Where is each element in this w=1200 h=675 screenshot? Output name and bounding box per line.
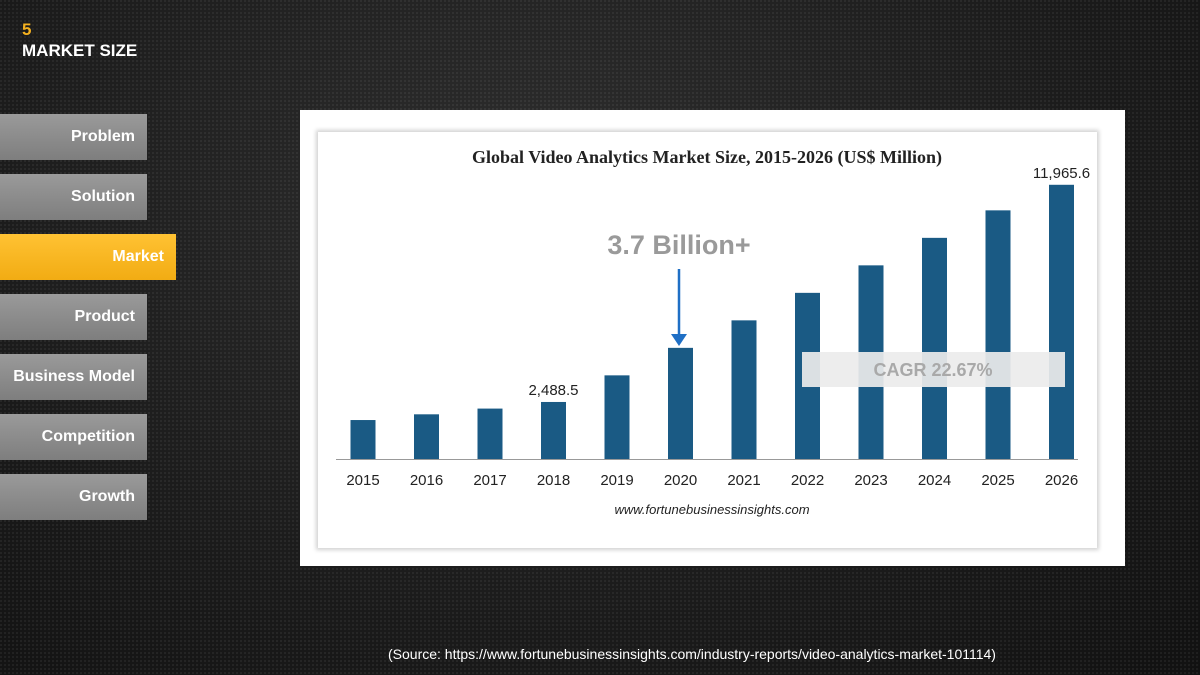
x-tick-2025: 2025 (981, 472, 1014, 489)
bar-2015 (350, 420, 376, 459)
callout-label: 3.7 Billion+ (607, 230, 750, 260)
chart-title: Global Video Analytics Market Size, 2015… (472, 147, 942, 168)
x-tick-2016: 2016 (410, 472, 443, 489)
bars-group (350, 184, 1074, 459)
nav-item-business-model[interactable]: Business Model (0, 354, 147, 400)
nav-item-product[interactable]: Product (0, 294, 147, 340)
bar-2016 (414, 414, 439, 459)
nav-item-problem[interactable]: Problem (0, 114, 147, 160)
nav-item-market[interactable]: Market (0, 234, 176, 280)
x-tick-2021: 2021 (727, 472, 760, 489)
slide-number: 5 (22, 20, 32, 39)
x-tick-2017: 2017 (473, 472, 506, 489)
bar-2017 (477, 408, 503, 459)
bar-2019 (604, 375, 630, 459)
x-tick-2015: 2015 (346, 472, 379, 489)
nav-item-growth[interactable]: Growth (0, 474, 147, 520)
bar-2020 (668, 347, 693, 459)
callout-arrow-icon (671, 269, 687, 346)
chart-card: Global Video Analytics Market Size, 2015… (318, 132, 1097, 548)
cagr-label: CAGR 22.67% (873, 360, 992, 380)
bar-2024 (922, 237, 947, 459)
x-tick-labels: 2015 2016 2017 2018 2019 2020 2021 2022 2023 2024… (346, 472, 1078, 489)
x-tick-2020: 2020 (664, 472, 697, 489)
bar-2026 (1049, 184, 1074, 459)
x-tick-2023: 2023 (854, 472, 887, 489)
bar-chart: Global Video Analytics Market Size, 2015… (336, 147, 1090, 517)
chart-panel: Global Video Analytics Market Size, 2015… (300, 110, 1125, 566)
website-label: www.fortunebusinessinsights.com (614, 502, 809, 517)
data-label-2026: 11,965.6 (1033, 165, 1090, 182)
slide-title: MARKET SIZE (22, 41, 138, 60)
data-label-2018: 2,488.5 (528, 382, 578, 399)
x-tick-2024: 2024 (918, 472, 951, 489)
data-labels: 2,488.5 11,965.6 (528, 165, 1090, 399)
source-citation: (Source: https://www.fortunebusinessinsi… (388, 646, 996, 662)
x-tick-2026: 2026 (1045, 472, 1078, 489)
bar-2021 (731, 320, 757, 459)
nav-item-competition[interactable]: Competition (0, 414, 147, 460)
x-tick-2019: 2019 (600, 472, 633, 489)
x-tick-2022: 2022 (791, 472, 824, 489)
cagr-box (802, 352, 1065, 387)
x-tick-2018: 2018 (537, 472, 570, 489)
nav-item-solution[interactable]: Solution (0, 174, 147, 220)
bar-2025 (985, 210, 1011, 459)
bar-2018 (541, 401, 566, 459)
slide-header: 5 MARKET SIZE (22, 20, 137, 62)
